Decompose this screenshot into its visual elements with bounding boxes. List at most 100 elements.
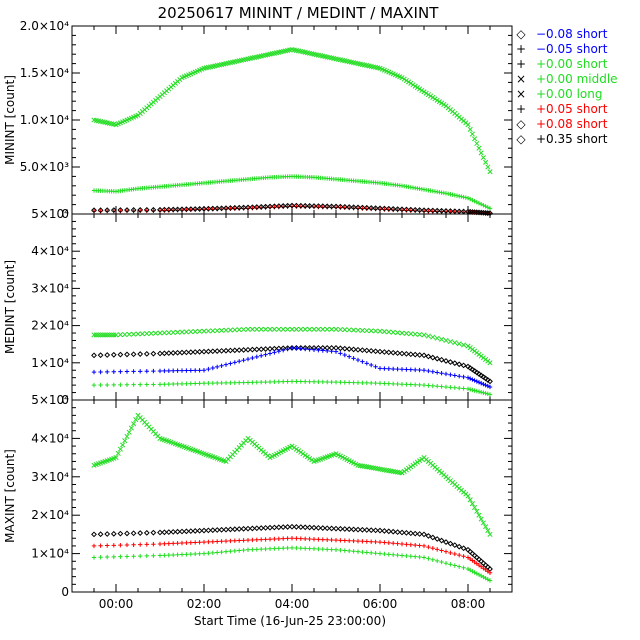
scatter-point xyxy=(144,553,149,559)
scatter-point xyxy=(214,348,221,354)
scatter-point xyxy=(472,388,477,393)
scatter-point xyxy=(98,555,103,560)
scatter-point xyxy=(439,384,444,389)
scatter-point xyxy=(377,366,383,371)
scatter-point xyxy=(467,497,473,503)
scatter-point xyxy=(408,542,413,547)
scatter-point xyxy=(131,421,137,427)
scatter-point xyxy=(104,207,111,214)
scatter-point xyxy=(430,383,435,389)
scatter-point xyxy=(271,326,277,332)
scatter-point xyxy=(469,501,475,507)
scatter-point xyxy=(143,206,150,213)
scatter-point xyxy=(439,548,444,553)
scatter-point xyxy=(170,528,177,535)
scatter-point xyxy=(263,352,268,357)
scatter-point xyxy=(183,329,189,335)
scatter-point xyxy=(250,537,255,543)
scatter-point xyxy=(472,136,478,142)
scatter-point xyxy=(215,539,220,544)
scatter-point xyxy=(144,331,150,337)
scatter-point xyxy=(174,349,181,356)
scatter-point xyxy=(487,384,493,390)
scatter-point xyxy=(481,390,486,395)
scatter-point xyxy=(447,359,454,365)
x-tick-label: 06:00 xyxy=(363,597,398,611)
scatter-point xyxy=(443,549,449,554)
scatter-point xyxy=(474,508,480,514)
scatter-point xyxy=(166,368,171,374)
scatter-point xyxy=(210,328,216,334)
scatter-point xyxy=(126,429,132,435)
scatter-point xyxy=(303,379,308,384)
scatter-point xyxy=(337,326,343,333)
scatter-point xyxy=(333,349,339,354)
scatter-point xyxy=(205,348,212,355)
scatter-point xyxy=(472,504,478,511)
scatter-point xyxy=(184,381,189,386)
scatter-point xyxy=(249,346,256,353)
scatter-point xyxy=(175,329,181,335)
scatter-point xyxy=(438,537,445,544)
scatter-point xyxy=(175,381,180,387)
scatter-point xyxy=(451,208,458,215)
scatter-point xyxy=(329,537,334,543)
scatter-point xyxy=(435,370,440,375)
x-tick-label: 08:00 xyxy=(451,597,486,611)
scatter-point xyxy=(381,528,388,534)
scatter-point xyxy=(175,368,180,373)
scatter-point xyxy=(399,381,405,387)
scatter-point xyxy=(275,524,282,531)
series--0-00-short xyxy=(91,545,493,583)
scatter-point xyxy=(447,208,454,214)
scatter-point xyxy=(118,382,123,388)
scatter-point xyxy=(425,333,431,339)
scatter-point xyxy=(417,543,422,548)
scatter-point xyxy=(166,381,171,387)
scatter-point xyxy=(179,329,185,335)
scatter-point xyxy=(478,516,484,522)
scatter-point xyxy=(483,524,489,530)
scatter-point xyxy=(468,376,473,381)
scatter-point xyxy=(174,528,181,535)
legend-label: +0.00 long xyxy=(536,87,603,101)
scatter-point xyxy=(231,347,238,354)
scatter-point xyxy=(341,345,348,352)
scatter-point xyxy=(425,207,432,214)
scatter-point xyxy=(363,204,370,211)
scatter-point xyxy=(133,417,139,423)
scatter-point xyxy=(118,554,123,559)
scatter-point xyxy=(95,332,101,338)
scatter-point xyxy=(417,554,422,560)
scatter-point xyxy=(355,346,361,353)
scatter-point xyxy=(151,368,156,374)
scatter-point xyxy=(351,549,356,554)
scatter-point xyxy=(183,206,190,213)
scatter-point xyxy=(245,346,251,353)
scatter-point xyxy=(364,328,370,334)
scatter-point xyxy=(171,381,176,387)
scatter-point xyxy=(271,524,278,531)
scatter-point xyxy=(421,207,427,214)
scatter-point xyxy=(228,549,233,554)
scatter-point xyxy=(456,341,462,347)
scatter-point xyxy=(161,330,167,336)
scatter-point xyxy=(303,546,308,551)
scatter-point xyxy=(124,542,130,548)
scatter-point xyxy=(223,205,229,212)
scatter-point xyxy=(298,379,303,384)
scatter-point xyxy=(250,547,255,552)
scatter-point xyxy=(350,346,357,353)
scatter-point xyxy=(355,538,361,544)
scatter-point xyxy=(131,554,136,559)
series--0-35-short xyxy=(91,523,493,572)
scatter-point xyxy=(364,539,369,544)
scatter-point xyxy=(259,379,264,385)
legend-label: −0.08 short xyxy=(536,27,608,41)
scatter-point xyxy=(470,377,475,382)
scatter-point xyxy=(381,328,387,335)
scatter-point xyxy=(254,354,259,360)
scatter-point xyxy=(404,553,409,559)
scatter-point xyxy=(110,351,117,358)
scatter-point xyxy=(253,525,260,532)
